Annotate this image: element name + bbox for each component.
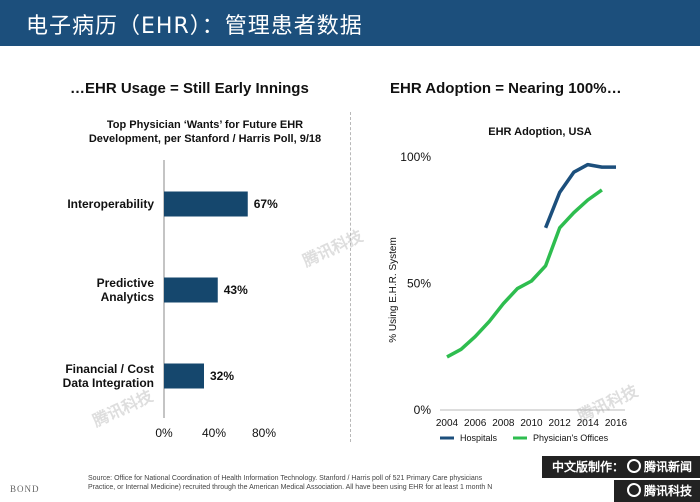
right-panel-title: EHR Adoption = Nearing 100%… <box>390 80 622 97</box>
page-title: 电子病历（EHR）：管理患者数据 <box>26 14 363 39</box>
line-x-tick-label: 2010 <box>520 418 543 429</box>
source-line-2: Practice, or Internal Medicine) recruite… <box>88 484 493 491</box>
credit-label: 中文版制作： <box>551 460 624 474</box>
bar-x-tick-label: 40% <box>202 426 226 440</box>
legend-label: Hospitals <box>460 433 498 443</box>
series-line-hospitals <box>543 162 616 229</box>
line-y-tick-label: 50% <box>407 277 431 291</box>
bar-value-label: 32% <box>210 369 234 383</box>
source-note: Source: Office for National Coordination… <box>88 474 538 492</box>
line-y-tick-label: 100% <box>400 150 431 164</box>
line-y-axis-label: % Using E.H.R. System <box>388 237 399 343</box>
credit-badge-tech: 腾讯科技 <box>613 480 700 502</box>
line-x-tick-label: 2016 <box>605 418 628 429</box>
bar-x-tick-label: 0% <box>155 426 173 440</box>
page-header: 电子病历（EHR）：管理患者数据 <box>0 0 700 46</box>
bar-category-label: Interoperability <box>67 197 154 211</box>
bar <box>164 277 218 303</box>
bar-chart-title: Top Physician ‘Wants’ for Future EHR Dev… <box>70 118 340 146</box>
line-x-tick-label: 2012 <box>549 418 572 429</box>
bar-chart-title-line1: Top Physician ‘Wants’ for Future EHR <box>106 119 304 131</box>
line-x-tick-label: 2004 <box>436 418 459 429</box>
bar-chart: 67% Interoperability 43% PredictiveAnalytic… <box>63 160 278 440</box>
line-chart: 0% 50% 100% 2004 2006 2008 2010 2012 2014 2016 % U… <box>388 150 628 443</box>
tencent-logo-icon <box>626 459 641 473</box>
bar <box>164 363 204 389</box>
legend-label: Physician's Offices <box>533 433 609 443</box>
line-x-tick-label: 2014 <box>577 418 600 429</box>
bar <box>164 191 248 217</box>
tencent-logo-icon <box>626 483 641 497</box>
credit-brand-tech: 腾讯科技 <box>643 484 692 498</box>
bar-value-label: 43% <box>224 283 248 297</box>
bar-category-label: Data Integration <box>63 376 154 390</box>
line-x-tick-label: 2008 <box>492 418 515 429</box>
source-line-1: Source: Office for National Coordination… <box>88 475 483 482</box>
bar-category-label: Financial / Cost <box>65 362 154 376</box>
bar-chart-title-line2: Development, per Stanford / Harris Poll,… <box>88 133 322 145</box>
line-x-tick-label: 2006 <box>464 418 487 429</box>
bar-x-tick-label: 80% <box>252 426 276 440</box>
bar-category-label: Analytics <box>101 290 155 304</box>
bond-logo: BOND <box>10 484 40 494</box>
credit-badge-news: 中文版制作： 腾讯新闻 <box>541 456 700 478</box>
panel-divider <box>350 112 351 442</box>
line-chart-title: EHR Adoption, USA <box>488 126 592 138</box>
bar-value-label: 67% <box>254 197 278 211</box>
left-panel-title: …EHR Usage = Still Early Innings <box>70 80 309 97</box>
series-line-physician-s-offices <box>446 188 603 359</box>
credit-brand-news: 腾讯新闻 <box>643 460 692 474</box>
line-y-tick-label: 0% <box>414 403 432 417</box>
bar-category-label: Predictive <box>97 276 155 290</box>
